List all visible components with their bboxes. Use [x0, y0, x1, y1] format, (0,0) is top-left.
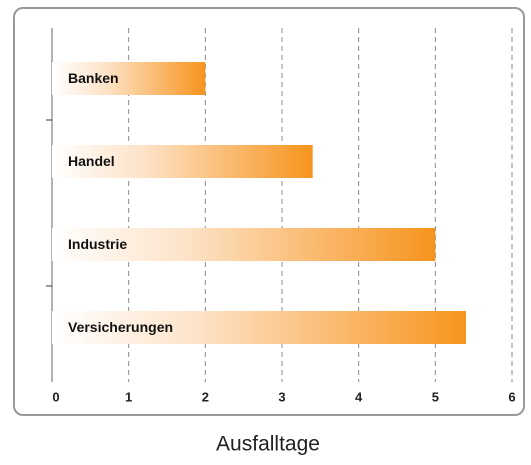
- bar: [52, 311, 466, 344]
- bar: [52, 228, 436, 261]
- category-label: Versicherungen: [68, 319, 173, 335]
- x-axis-label: Ausfalltage: [216, 433, 320, 456]
- x-tick-label: 5: [432, 389, 439, 404]
- x-tick-label: 2: [202, 389, 209, 404]
- category-label: Industrie: [68, 236, 127, 252]
- x-tick-label: 3: [278, 389, 285, 404]
- plot-area: 0 1 2 3 4 5 6 Banken Handel Industrie Versicherung…: [52, 28, 516, 404]
- x-tick-label: 1: [125, 389, 132, 404]
- x-tick-label: 6: [508, 389, 515, 404]
- category-label: Handel: [68, 153, 115, 169]
- bar: [52, 62, 206, 95]
- x-tick-label: 0: [52, 389, 59, 404]
- bar: [52, 145, 313, 178]
- x-tick-label: 4: [355, 389, 363, 404]
- category-label: Banken: [68, 70, 119, 86]
